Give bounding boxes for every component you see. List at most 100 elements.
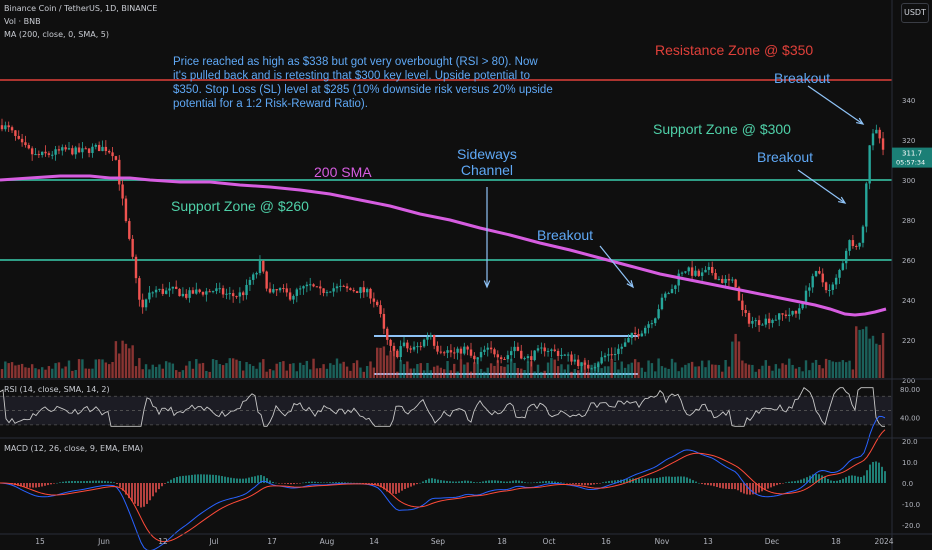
candle-body [704,269,707,273]
macd-tick-label: 20.0 [902,438,918,446]
macd-histogram-bar [755,483,757,494]
macd-histogram-bar [104,480,106,483]
volume-bar [372,367,376,378]
macd-histogram-bar [338,482,340,483]
volume-bar [51,368,54,378]
candle-body [647,324,650,328]
volume-bar [392,348,396,378]
volume-bar [791,364,794,378]
volume-bar [697,366,700,378]
candle-body [422,339,426,347]
macd-histogram-bar [215,475,217,483]
macd-histogram-bar [353,482,355,484]
macd-histogram-bar [527,482,529,484]
volume-bar [788,358,791,378]
macd-histogram-bar [275,482,277,484]
candle-body [818,271,821,274]
candle-body [667,293,670,295]
macd-histogram-bar [143,483,145,507]
volume-bar [365,366,369,378]
volume-bar [295,371,298,378]
macd-histogram-bar [758,483,760,493]
macd-histogram-bar [518,480,520,483]
candle-body [677,273,680,286]
candle-body [650,323,654,325]
macd-histogram-bar [575,483,577,485]
candle-body [664,293,667,298]
macd-histogram-bar [593,483,595,485]
volume-bar [104,362,108,378]
macd-histogram-bar [182,475,184,483]
candle-body [144,299,148,308]
volume-bar [181,370,185,378]
candle-body [396,350,399,358]
volume-bar [456,371,459,378]
candle-body [329,291,332,293]
volume-bar [44,369,47,378]
volume-bar [610,358,613,378]
macd-histogram-bar [278,483,280,484]
candle-body [335,286,339,289]
volume-bar [694,366,697,378]
volume-bar [680,367,684,378]
candle-body [295,289,298,296]
volume-bar [268,369,272,378]
candle-body [834,277,838,285]
candle-body [57,149,61,151]
candle-body [469,349,473,356]
volume-bar [34,368,37,378]
macd-histogram-bar [437,479,439,483]
price-tick-label: 300 [902,177,915,185]
volume-bar [238,360,242,378]
time-tick-label: 13 [703,537,713,546]
candle-body [124,198,128,222]
macd-tick-label: 10.0 [902,459,918,467]
volume-bar [7,363,10,378]
macd-histogram-bar [533,482,535,483]
volume-bar [446,361,449,378]
macd-histogram-bar [791,481,793,483]
candle-body [108,151,111,153]
macd-histogram-bar [125,483,127,495]
volume-bar [603,366,607,378]
macd-histogram-bar [341,482,343,483]
macd-histogram-bar [113,482,115,483]
candle-body [379,305,382,314]
macd-histogram-bar [167,481,169,483]
volume-bar [637,362,640,378]
candle-body [175,286,178,289]
macd-histogram-bar [386,483,388,492]
macd-histogram-bar [749,483,751,495]
macd-histogram-bar [293,483,295,485]
candle-body [674,285,677,290]
candle-body [620,346,623,349]
volume-bar [476,358,479,378]
candle-body [242,292,245,296]
macd-histogram-bar [92,480,94,483]
macd-histogram-bar [560,482,562,483]
volume-bar [141,369,144,378]
macd-histogram-bar [179,476,181,483]
macd-histogram-bar [74,480,76,483]
candle-body [771,319,774,324]
macd-histogram-bar [872,461,874,483]
macd-histogram-bar [584,483,586,486]
price-tick-label: 240 [902,297,915,305]
macd-histogram-bar [59,482,61,483]
arrow-head [838,196,847,204]
time-tick-label: 16 [601,537,611,546]
macd-histogram-bar [659,477,661,483]
currency-button[interactable]: USDT [901,3,929,23]
volume-bar [516,367,520,378]
candle-body [553,349,556,351]
volume-bar [17,364,20,378]
candle-body [71,148,74,155]
macd-histogram-bar [473,482,475,483]
macd-legend: MACD (12, 26, close, 9, EMA, EMA) [4,444,144,453]
volume-bar [288,363,292,378]
volume-bar [600,368,603,378]
macd-histogram-bar [689,478,691,483]
candle-body [707,267,711,270]
volume-bar [593,362,597,378]
